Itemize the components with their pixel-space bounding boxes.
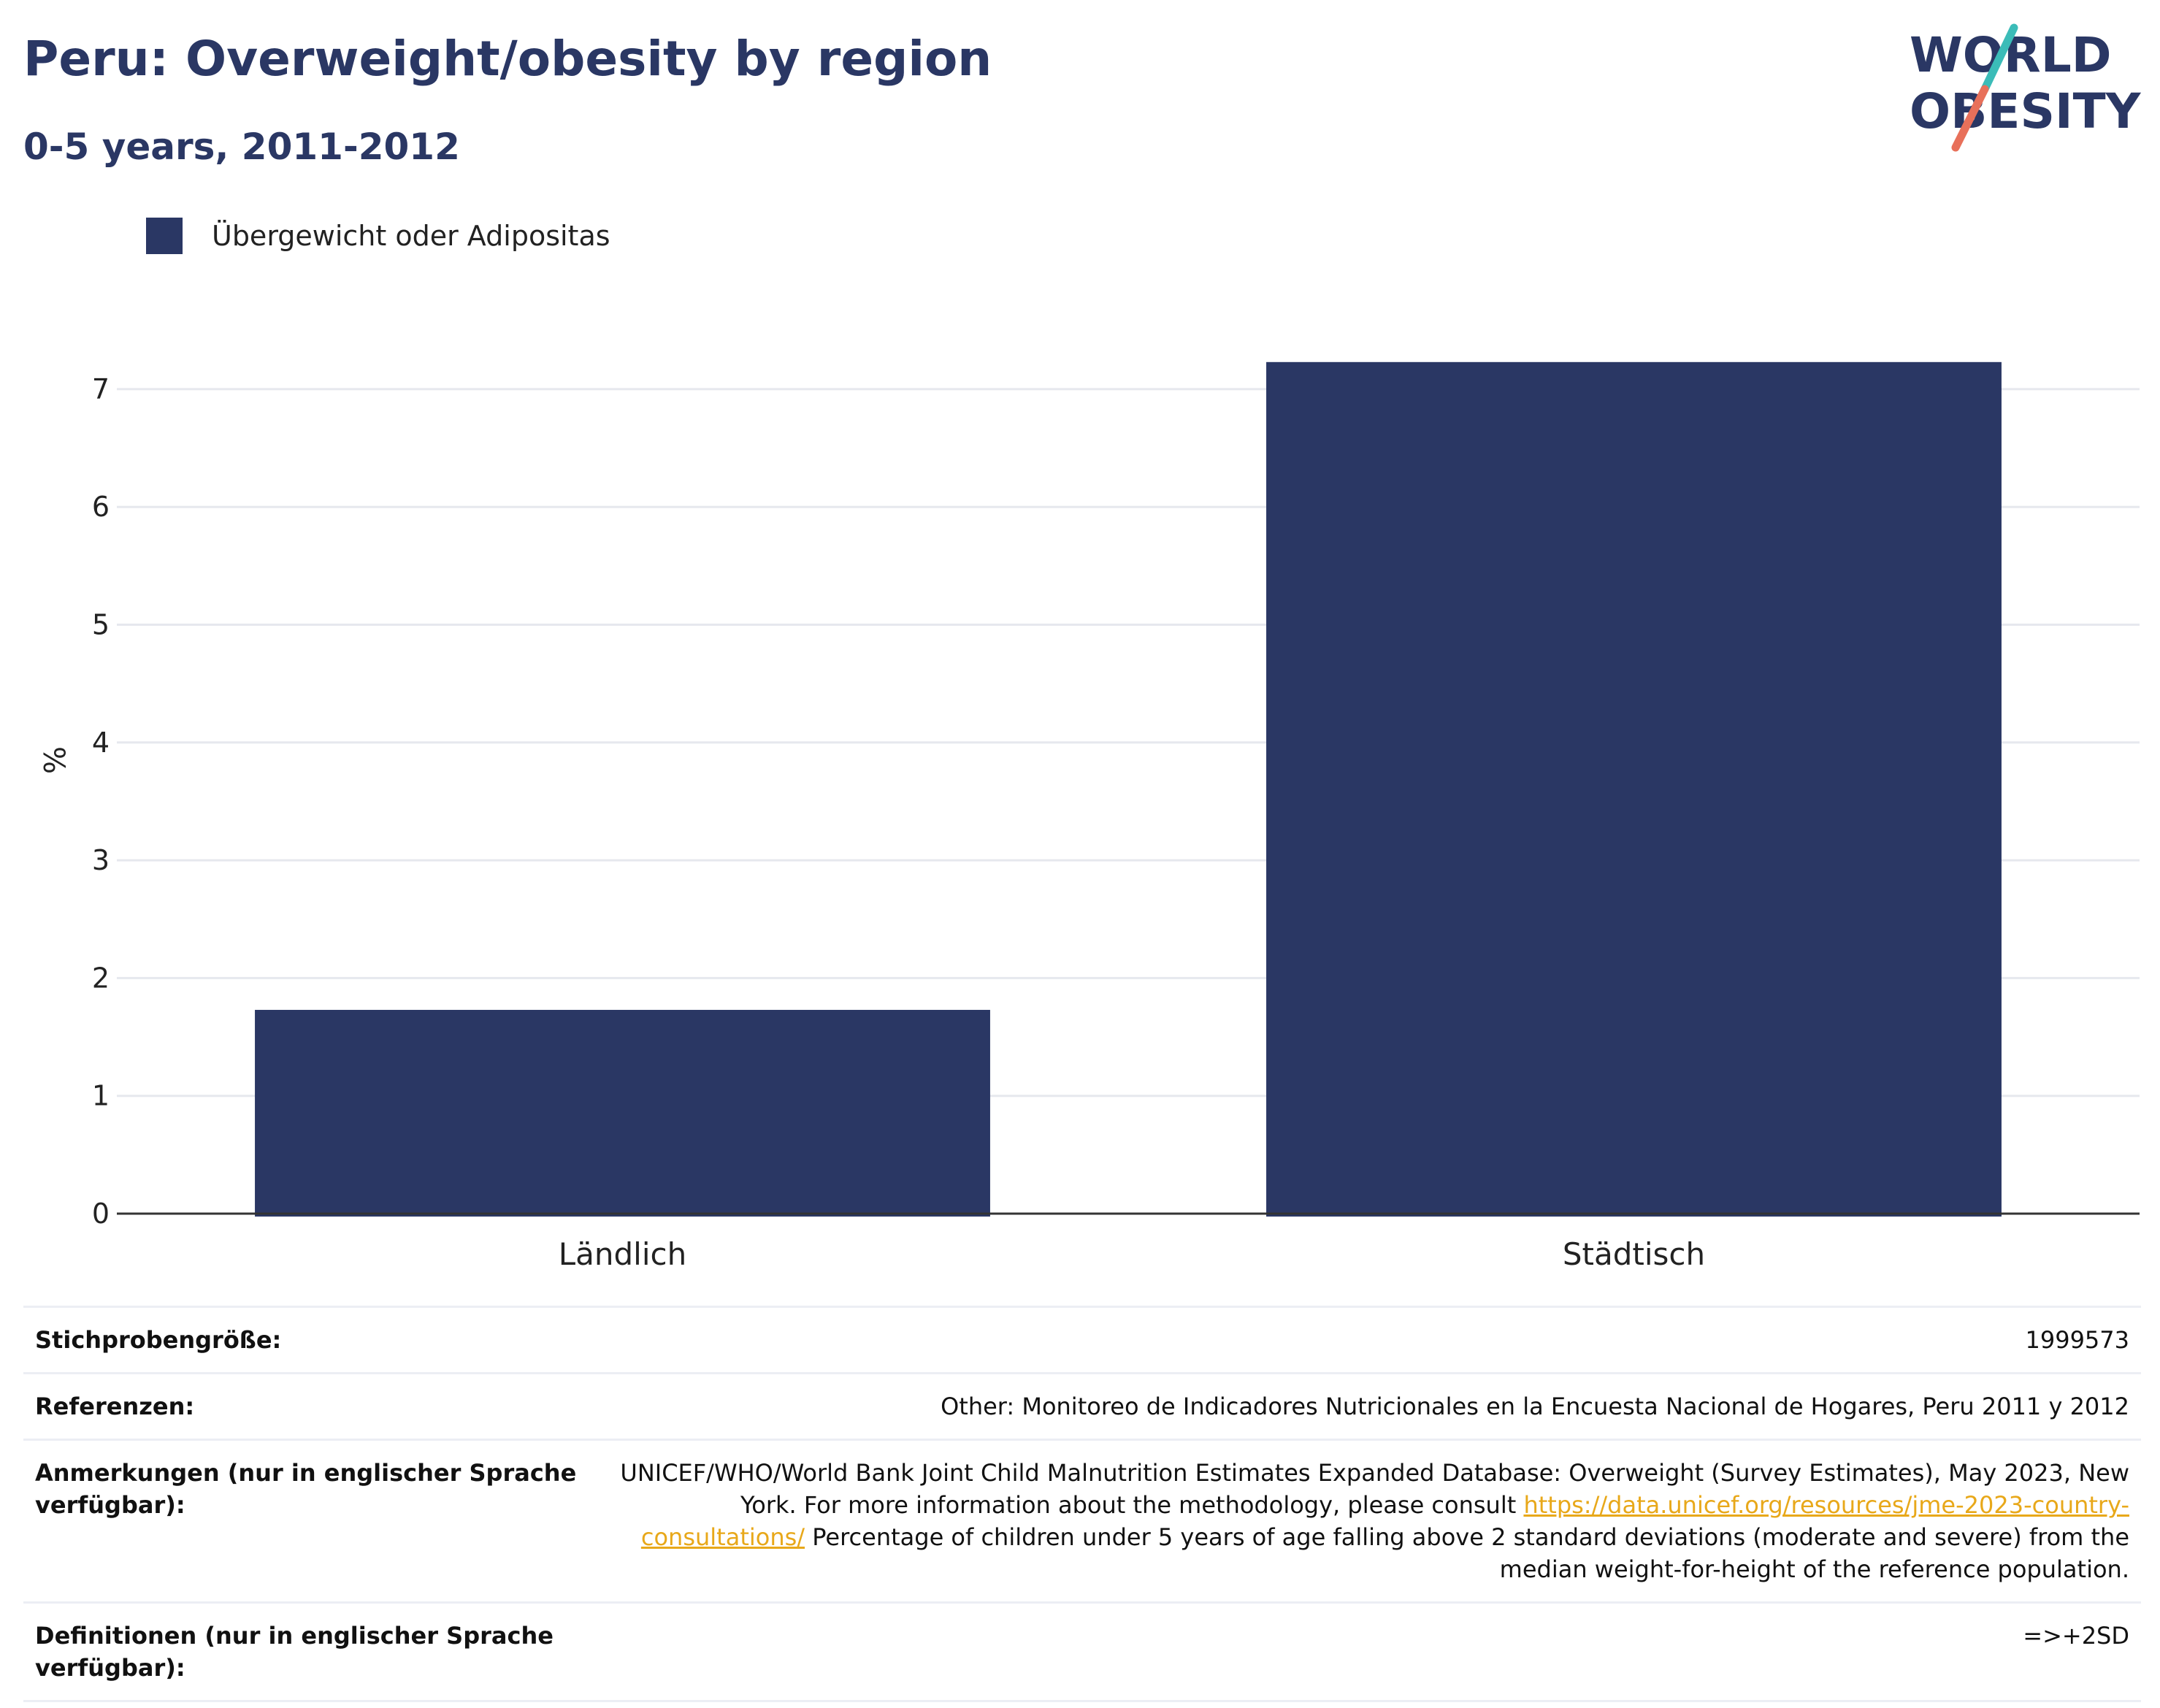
methodology-link[interactable]: https://data.unicef.org/resources/jme-20… (640, 1491, 2129, 1551)
y-tick-label: 4 (92, 727, 110, 759)
y-tick-label: 5 (92, 609, 110, 641)
info-table: Stichprobengröße: 1999573 Referenzen: Ot… (23, 1306, 2141, 1702)
info-row-definitions: Definitionen (nur in englischer Sprache … (23, 1601, 2141, 1702)
bars (255, 361, 2002, 1217)
chart-title: Peru: Overweight/obesity by region (23, 31, 992, 87)
sample-size-label: Stichprobengröße: (23, 1306, 602, 1374)
bar-chart: 0 1 2 3 4 5 6 7 Ländlich Städtisch % (37, 361, 2140, 1271)
notes-value: UNICEF/WHO/World Bank Joint Child Malnut… (602, 1439, 2141, 1604)
logo-slash-top (1980, 23, 2018, 93)
sample-size-value: 1999573 (602, 1306, 2141, 1374)
x-tick-labels: Ländlich Städtisch (559, 1236, 1705, 1271)
y-tick-label: 2 (92, 962, 110, 994)
legend-label: Übergewicht oder Adipositas (212, 220, 610, 252)
references-value: Other: Monitoreo de Indicadores Nutricio… (602, 1372, 2141, 1441)
y-tick-label: 3 (92, 844, 110, 876)
info-row-notes: Anmerkungen (nur in englischer Sprache v… (23, 1439, 2141, 1604)
bar-1[interactable] (1266, 361, 2002, 1217)
definitions-value: =>+2SD (602, 1601, 2141, 1702)
notes-label: Anmerkungen (nur in englischer Sprache v… (23, 1439, 602, 1604)
y-tick-label: 6 (92, 491, 110, 523)
chart-subtitle: 0-5 years, 2011-2012 (23, 126, 460, 168)
notes-text-2: Percentage of children under 5 years of … (805, 1523, 2129, 1583)
y-tick-labels: 0 1 2 3 4 5 6 7 (92, 373, 110, 1230)
info-row-references: Referenzen: Other: Monitoreo de Indicado… (23, 1372, 2141, 1441)
y-tick-label: 1 (92, 1080, 110, 1112)
y-tick-label: 7 (92, 373, 110, 405)
world-obesity-logo: WORLD OBESITY (1910, 23, 2142, 152)
logo-slash-bottom (1951, 85, 1989, 152)
logo-line-obesity: OBESITY (1910, 83, 2142, 139)
legend-swatch (146, 218, 183, 254)
bar-0[interactable] (255, 1009, 990, 1217)
references-label: Referenzen: (23, 1372, 602, 1441)
x-tick-label: Städtisch (1563, 1236, 1705, 1271)
definitions-label: Definitionen (nur in englischer Sprache … (23, 1601, 602, 1702)
y-tick-label: 0 (92, 1198, 110, 1230)
y-axis-label: % (37, 746, 70, 774)
chart-legend: Übergewicht oder Adipositas (146, 218, 610, 254)
info-row-sample: Stichprobengröße: 1999573 (23, 1306, 2141, 1374)
x-tick-label: Ländlich (559, 1236, 686, 1271)
notes-text-1: UNICEF/WHO/World Bank Joint Child Malnut… (620, 1459, 2129, 1519)
